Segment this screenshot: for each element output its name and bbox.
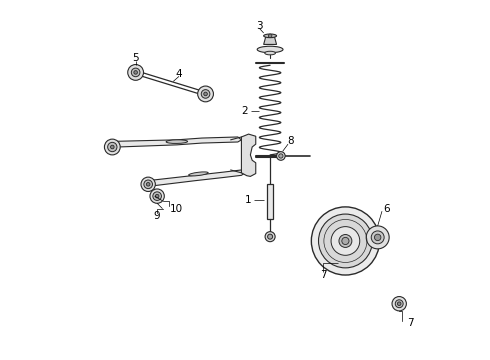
Circle shape [104,139,120,155]
Polygon shape [112,137,242,150]
Circle shape [131,68,140,77]
Circle shape [371,231,384,244]
Circle shape [392,297,406,311]
Circle shape [134,71,137,74]
Text: 4: 4 [176,69,182,79]
Polygon shape [242,134,256,176]
Ellipse shape [257,46,283,53]
Text: 10: 10 [171,204,183,214]
Circle shape [374,234,381,240]
Ellipse shape [265,51,275,55]
Text: 3: 3 [256,21,263,31]
Circle shape [331,226,360,255]
Text: 7: 7 [407,319,413,328]
Circle shape [147,183,150,186]
Circle shape [395,300,403,308]
Ellipse shape [189,172,208,176]
Circle shape [144,180,152,189]
Text: 8: 8 [287,136,294,146]
Circle shape [276,152,285,160]
Circle shape [201,90,210,98]
Ellipse shape [166,140,188,143]
Circle shape [150,189,164,203]
Circle shape [128,64,144,80]
Ellipse shape [264,34,276,38]
Circle shape [155,194,159,198]
Polygon shape [148,170,245,187]
Circle shape [339,234,352,247]
Circle shape [366,226,389,249]
Text: 7: 7 [320,270,326,280]
Polygon shape [264,35,276,44]
Text: 6: 6 [383,204,390,214]
Circle shape [397,302,401,306]
Circle shape [318,214,372,268]
Text: 2: 2 [242,106,248,116]
Circle shape [279,154,283,158]
Circle shape [311,207,379,275]
Circle shape [111,145,114,149]
Circle shape [204,92,207,96]
Circle shape [108,142,117,152]
Text: 1: 1 [245,195,252,205]
Text: 9: 9 [154,211,160,221]
Text: 5: 5 [132,53,139,63]
Circle shape [268,234,272,239]
Circle shape [265,231,275,242]
Circle shape [141,177,155,192]
Bar [267,184,273,220]
Circle shape [269,34,272,38]
Circle shape [197,86,214,102]
Circle shape [153,192,161,201]
Circle shape [342,237,349,244]
